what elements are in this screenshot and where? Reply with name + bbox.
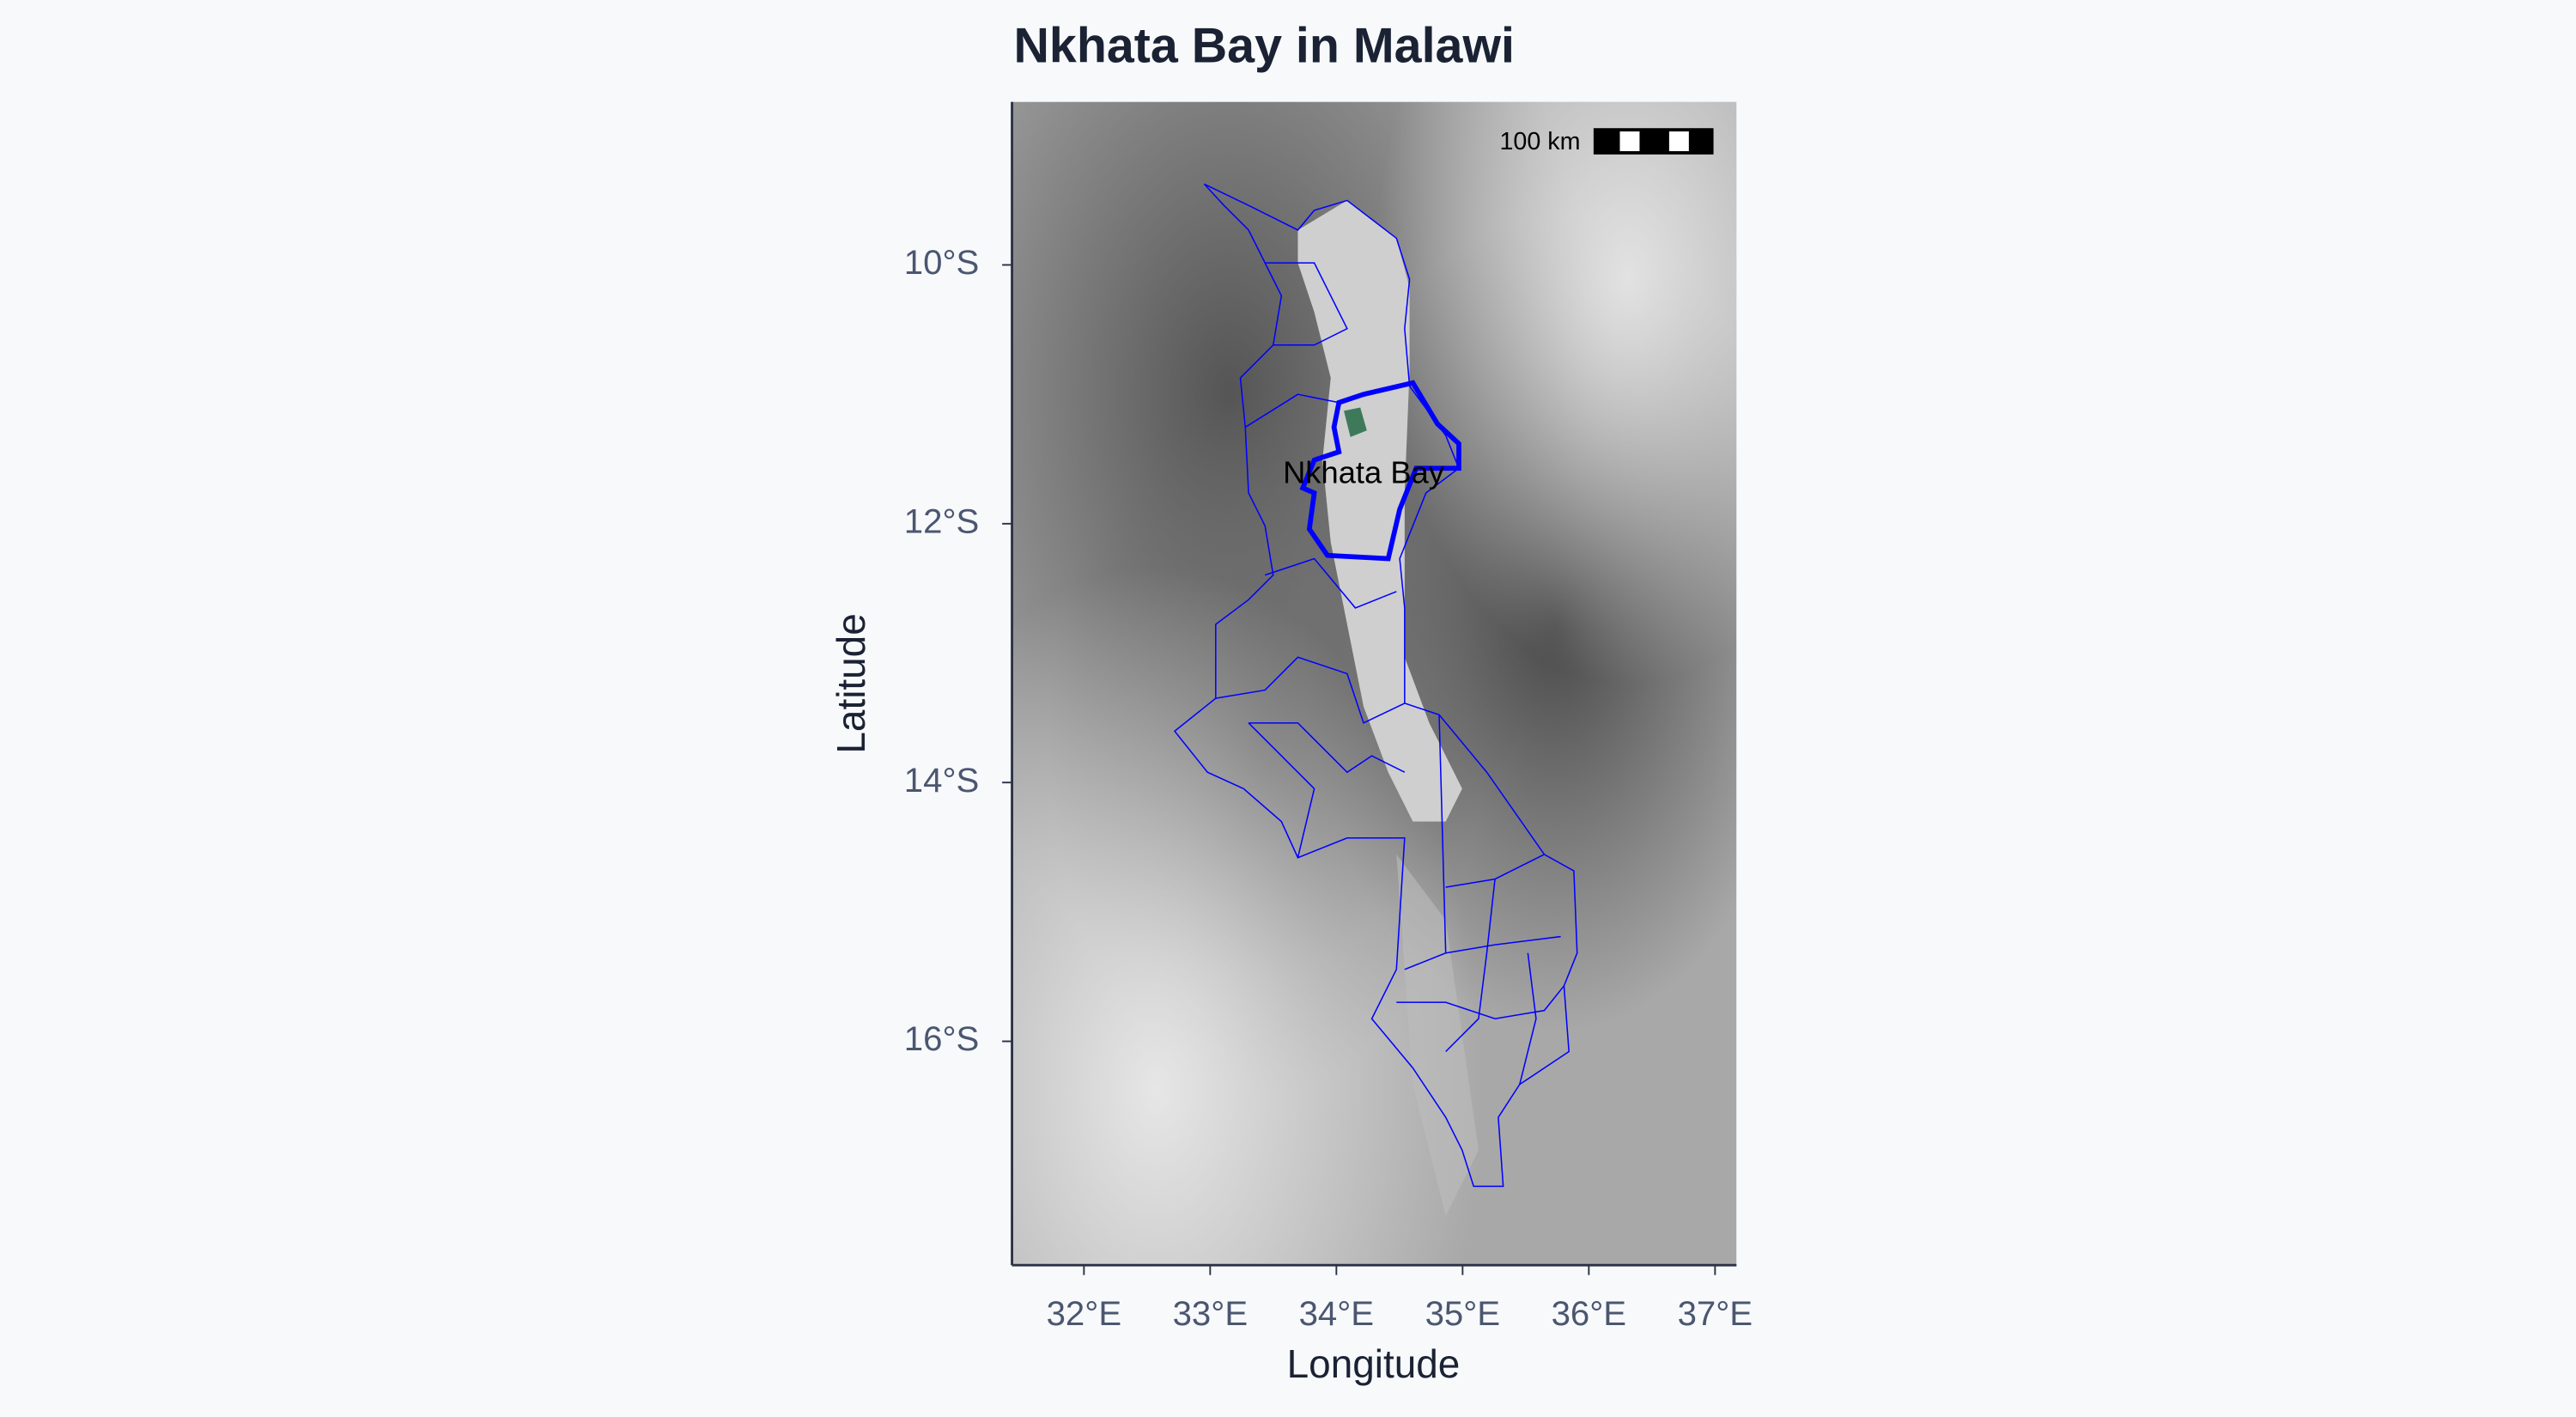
region-label: Nkhata Bay [1283,455,1445,490]
scale-bar-label: 100 km [1499,128,1580,155]
x-tick-label: 37°E [1678,1294,1753,1333]
elevation-raster [1012,101,1737,1266]
x-tick-label: 35°E [1425,1294,1501,1333]
x-tick-label: 36°E [1552,1294,1627,1333]
x-tick-label: 33°E [1173,1294,1249,1333]
x-tick-label: 32°E [1047,1294,1122,1333]
highlighted-district [1299,380,1461,562]
x-axis-label: Longitude [1287,1341,1461,1386]
protected-area [1344,407,1367,437]
y-tick-label: 10°S [904,243,980,282]
y-axis-label: Latitude [829,613,873,753]
x-tick-label: 34°E [1299,1294,1375,1333]
y-tick-label: 14°S [904,761,980,800]
scale-bar [1593,128,1714,155]
y-tick-label: 16°S [904,1019,980,1058]
y-tick-label: 12°S [904,502,980,540]
title: Nkhata Bay in Malawi [1013,19,1515,74]
